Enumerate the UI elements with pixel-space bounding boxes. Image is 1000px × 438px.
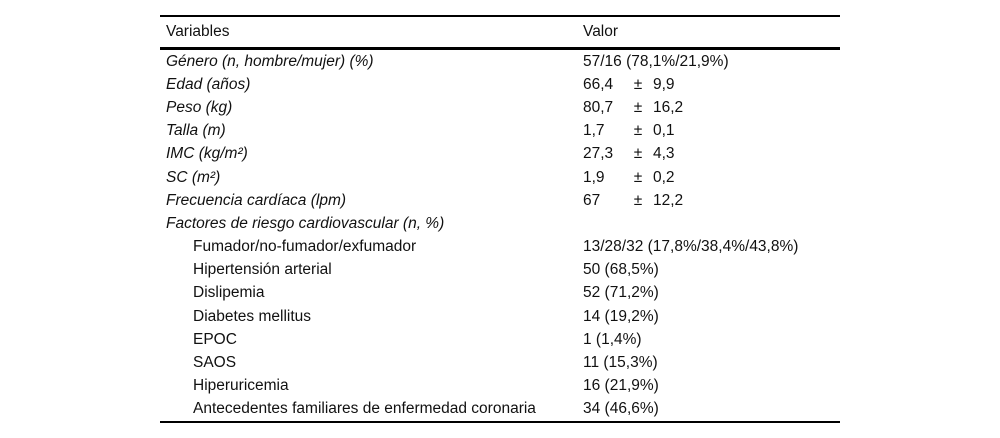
value-mean: 1,9 [583,168,605,186]
value-mean: 1,7 [583,122,605,140]
plus-minus-sign: ± [633,98,643,116]
table-top-rule [160,15,840,17]
row-label: SAOS [193,354,237,372]
table-row: Hipertensión arterial 50 (68,5%) [160,259,840,282]
value-sd: 9,9 [653,75,675,93]
value-mean: 27,3 [583,145,614,163]
table-row: Género (n, hombre/mujer) (%) 57/16 (78,1%… [160,50,840,73]
value-sd: 0,1 [653,122,675,140]
row-value: 50 (68,5%) [583,261,659,279]
row-label: Dislipemia [193,284,265,302]
table-row: SAOS 11 (15,3%) [160,351,840,374]
table-body: Género (n, hombre/mujer) (%) 57/16 (78,1%… [160,50,840,421]
table-row: Factores de riesgo cardiovascular (n, %) [160,212,840,235]
table-row: Diabetes mellitus 14 (19,2%) [160,305,840,328]
row-value: 80,7 ±16,2 [583,99,840,117]
row-label: Diabetes mellitus [193,307,312,325]
row-label: SC (m²) [166,168,221,186]
table-row: Edad (años) 66,4 ±9,9 [160,73,840,96]
value-mean: 66,4 [583,75,614,93]
table-row: IMC (kg/m²) 27,3 ±4,3 [160,143,840,166]
table-row: Frecuencia cardíaca (lpm) 67 ±12,2 [160,189,840,212]
value-sd: 4,3 [653,145,675,163]
table-row: Antecedentes familiares de enfermedad co… [160,398,840,421]
table-row: Talla (m) 1,7 ±0,1 [160,120,840,143]
row-label: IMC (kg/m²) [166,145,248,163]
column-header-valor: Valor [583,23,619,40]
row-label: Antecedentes familiares de enfermedad co… [193,400,536,418]
table-row: Peso (kg) 80,7 ±16,2 [160,96,840,119]
row-label: Talla (m) [166,122,226,140]
row-label: Género (n, hombre/mujer) (%) [166,52,374,70]
row-value: 67 ±12,2 [583,192,840,210]
table-header-rule [160,47,840,50]
table-row: SC (m²) 1,9 ±0,2 [160,166,840,189]
plus-minus-sign: ± [633,145,643,163]
row-value: 16 (21,9%) [583,377,659,395]
value-sd: 16,2 [653,98,684,116]
row-label: EPOC [193,330,237,348]
row-value: 1 (1,4%) [583,330,642,348]
table-row: Hiperuricemia 16 (21,9%) [160,375,840,398]
row-value: 66,4 ±9,9 [583,76,840,94]
row-label: Peso (kg) [166,98,233,116]
plus-minus-sign: ± [633,122,643,140]
row-value: 1,9 ±0,2 [583,169,840,187]
row-value: 27,3 ±4,3 [583,145,840,163]
row-label: Hipertensión arterial [193,261,332,279]
row-value: 34 (46,6%) [583,400,659,418]
row-value: 1,7 ±0,1 [583,122,840,140]
value-sd: 12,2 [653,191,684,209]
table-row: EPOC 1 (1,4%) [160,328,840,351]
value-sd: 0,2 [653,168,675,186]
row-label: Factores de riesgo cardiovascular (n, %) [166,214,445,232]
table-row: Dislipemia 52 (71,2%) [160,282,840,305]
value-mean: 80,7 [583,98,614,116]
column-header-variables: Variables [166,23,230,40]
table-bottom-rule [160,421,840,423]
plus-minus-sign: ± [633,75,643,93]
row-label: Edad (años) [166,75,251,93]
row-label: Frecuencia cardíaca (lpm) [166,191,347,209]
table-row: Fumador/no-fumador/exfumador 13/28/32 (17… [160,236,840,259]
row-value: 11 (15,3%) [583,354,658,372]
row-value: 13/28/32 (17,8%/38,4%/43,8%) [583,238,799,256]
row-value: 14 (19,2%) [583,307,659,325]
row-label: Hiperuricemia [193,377,289,395]
table-header-row: Variables Valor [160,17,840,47]
value-mean: 67 [583,191,601,209]
row-label: Fumador/no-fumador/exfumador [193,238,417,256]
clinical-characteristics-table: Variables Valor Género (n, hombre/mujer)… [160,15,840,423]
plus-minus-sign: ± [633,168,643,186]
row-value: 52 (71,2%) [583,284,659,302]
plus-minus-sign: ± [633,191,643,209]
row-value: 57/16 (78,1%/21,9%) [583,52,729,70]
